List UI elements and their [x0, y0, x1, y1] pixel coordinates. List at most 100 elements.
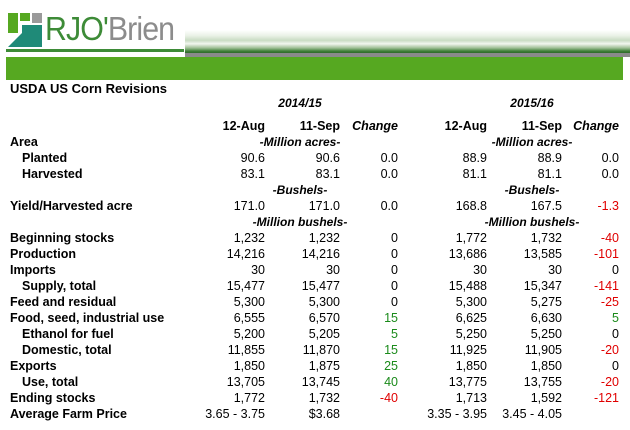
header-gradient-stripes: [185, 30, 630, 53]
cell: 90.6: [315, 151, 340, 165]
cell: 83.1: [240, 167, 265, 181]
cell: 13,686: [448, 247, 487, 261]
cell: 30: [326, 263, 340, 277]
col-header: Change: [573, 119, 619, 133]
cell: 13,705: [226, 375, 265, 389]
cell: 0: [612, 327, 619, 341]
row-label: Use, total: [22, 375, 79, 389]
cell: 1,232: [233, 231, 265, 245]
cell: 1,732: [530, 231, 562, 245]
cell: 1,232: [308, 231, 340, 245]
cell: 5,275: [530, 295, 562, 309]
cell: 15,488: [448, 279, 487, 293]
cell: 1,875: [308, 359, 340, 373]
unit-label: -Bushels-: [272, 183, 328, 197]
cell: 13,775: [448, 375, 487, 389]
cell: 88.9: [462, 151, 487, 165]
table-row: Planted 90.6 90.6 0.0 88.9 88.9 0.0: [0, 150, 630, 166]
cell: 40: [384, 375, 398, 389]
cell: [562, 406, 619, 422]
cell: 13,745: [301, 375, 340, 389]
table-row: Average Farm Price 3.65 - 3.75 $3.68 3.35 -…: [0, 406, 630, 422]
cell: 0: [391, 231, 398, 245]
unit-label: -Million bushels-: [484, 215, 580, 229]
cell: 3.45 - 4.05: [502, 407, 562, 421]
table-row: Harvested 83.1 83.1 0.0 81.1 81.1 0.0: [0, 166, 630, 182]
cell: 6,625: [455, 311, 487, 325]
cell: 90.6: [240, 151, 265, 165]
table-row: Feed and residual 5,300 5,300 0 5,300 5,275 -2…: [0, 294, 630, 310]
unit-label: -Bushels-: [504, 183, 560, 197]
cell: 5,250: [455, 327, 487, 341]
cell: 0: [391, 247, 398, 261]
cell: 5,250: [530, 327, 562, 341]
cell: 6,570: [308, 311, 340, 325]
row-label: Area: [10, 135, 38, 149]
cell: 30: [473, 263, 487, 277]
table-row: Imports 30 30 0 30 30 0: [0, 262, 630, 278]
cell: 14,216: [301, 247, 340, 261]
cell: 11,905: [524, 343, 562, 357]
cell: 13,755: [523, 375, 562, 389]
cell: 83.1: [315, 167, 340, 181]
cell: 1,850: [530, 359, 562, 373]
cell: 0: [391, 263, 398, 277]
cell: 0: [391, 295, 398, 309]
cell: 5,205: [308, 327, 340, 341]
col-header: 12-Aug: [444, 119, 487, 133]
cell: 171.0: [308, 199, 340, 213]
cell: 15: [384, 343, 398, 357]
cell: 1,772: [233, 391, 265, 405]
rjobrien-logo-icon: [8, 13, 42, 47]
row-label: Imports: [10, 263, 56, 277]
cell: -1.3: [597, 199, 619, 213]
col-header: 11-Sep: [299, 119, 340, 133]
cell: -141: [593, 279, 619, 293]
unit-label: -Million acres-: [259, 135, 341, 149]
cell: [195, 134, 265, 150]
cell: 88.9: [537, 151, 562, 165]
cell: 6,555: [233, 311, 265, 325]
cell: 15,347: [523, 279, 562, 293]
row-label: Production: [10, 247, 76, 261]
cell: 0.0: [380, 167, 398, 181]
cell: 0: [391, 279, 398, 293]
table-row: Food, seed, industrial use 6,555 6,570 15 6,…: [0, 310, 630, 326]
logo-text-brien: Brien: [107, 10, 175, 47]
header-green-bar: [6, 57, 623, 80]
cell: 5: [391, 327, 398, 341]
unit-label: -Million bushels-: [252, 215, 348, 229]
rjobrien-logo-text: RJO'Brien: [45, 10, 175, 48]
row-label: Average Farm Price: [10, 407, 127, 421]
year-header-2015-16: 2015/16: [510, 96, 554, 110]
cell: [398, 134, 487, 150]
cell: 11,855: [227, 343, 265, 357]
header-gray-line: [185, 53, 630, 57]
row-label: Domestic, total: [22, 343, 112, 357]
row-label: Feed and residual: [10, 295, 117, 309]
year-header-2014-15: 2014/15: [278, 96, 322, 110]
cell: 13,585: [523, 247, 562, 261]
table-row: Domestic, total 11,855 11,870 15 11,925 11,90…: [0, 342, 630, 358]
logo-text-rjo: RJO': [45, 10, 109, 47]
table-row: Area: [0, 134, 630, 150]
cell: 0.0: [601, 151, 619, 165]
cell: -40: [600, 231, 619, 245]
unit-label: -Million acres-: [491, 135, 573, 149]
row-label: Food, seed, industrial use: [10, 311, 165, 325]
cell: 0: [612, 263, 619, 277]
row-label: Beginning stocks: [10, 231, 115, 245]
cell: 6,630: [530, 311, 562, 325]
table-row: Use, total 13,705 13,745 40 13,775 13,755 -20: [0, 374, 630, 390]
cell: 0: [612, 359, 619, 373]
row-label: Supply, total: [22, 279, 97, 293]
cell: 167.5: [530, 199, 562, 213]
cell: 0.0: [380, 151, 398, 165]
row-label: Ending stocks: [10, 391, 96, 405]
cell: 5,300: [233, 295, 265, 309]
cell: -101: [593, 247, 619, 261]
cell: 15: [384, 311, 398, 325]
cell: 81.1: [462, 167, 487, 181]
col-header: 11-Sep: [521, 119, 562, 133]
cell: 171.0: [233, 199, 265, 213]
